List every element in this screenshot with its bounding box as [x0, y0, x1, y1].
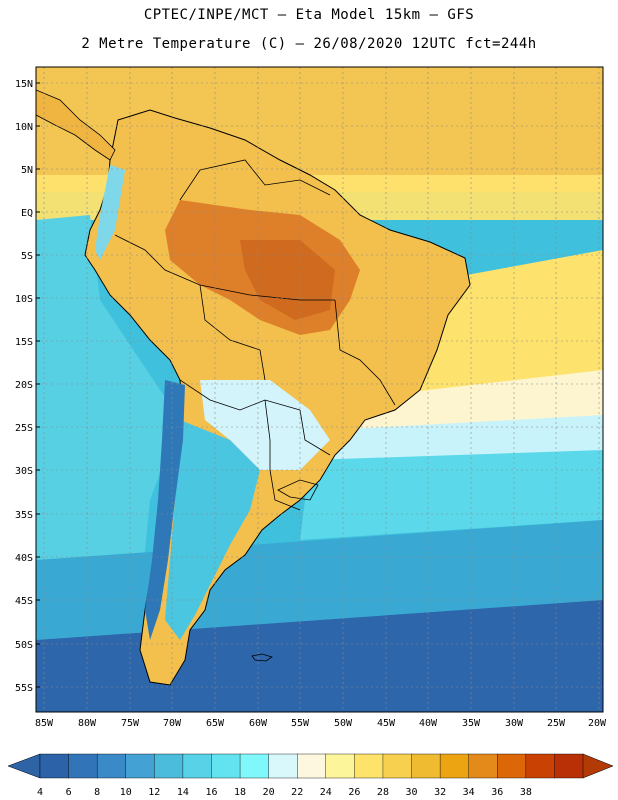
southern-cool-region [200, 380, 330, 470]
lon-label: 30W [505, 718, 524, 729]
longitude-axis: 85W 80W 75W 70W 65W 60W 55W 50W 45W 40W … [35, 718, 607, 729]
colorbar-cell [182, 753, 212, 779]
colorbar-cell [439, 753, 470, 779]
colorbar-tick-label: 14 [177, 787, 189, 798]
lat-label: 20S [15, 380, 33, 391]
lon-label: 25W [547, 718, 566, 729]
colorbar-tick-label: 10 [120, 787, 132, 798]
lat-label: 15S [15, 337, 33, 348]
colorbar-tick-label: 22 [291, 787, 303, 798]
colorbar-tick-label: 38 [520, 787, 532, 798]
colorbar-cell [39, 753, 70, 779]
country-borders [114, 159, 396, 511]
colorbar: 4 6 8 10 12 14 16 18 20 22 24 26 28 30 32 34 36 38 [7, 753, 614, 798]
lat-label: 45S [15, 596, 33, 607]
colorbar-cell [211, 753, 241, 779]
colorbar-cell [154, 753, 184, 779]
colorbar-cell [268, 753, 298, 779]
colorbar-low-arrow [7, 753, 41, 779]
lat-label: 30S [15, 466, 33, 477]
colorbar-tick-label: 32 [434, 787, 446, 798]
lon-label: 60W [249, 718, 268, 729]
colorbar-cell [354, 753, 384, 779]
latitude-axis: 15N 10N 5N EQ 5S 10S 15S 20S 25S 30S 35S… [15, 79, 40, 694]
lat-label: 25S [15, 423, 33, 434]
title-line-2: 2 Metre Temperature (C) – 26/08/2020 12U… [81, 36, 537, 52]
colorbar-tick-label: 16 [205, 787, 217, 798]
falkland-islands [251, 653, 273, 662]
lat-label: 35S [15, 510, 33, 521]
colorbar-tick-label: 6 [66, 787, 72, 798]
patagonia-cold-region [165, 420, 260, 640]
colorbar-tick-label: 12 [148, 787, 160, 798]
colorbar-cell [325, 753, 355, 779]
colorbar-tick-label: 36 [491, 787, 503, 798]
lon-label: 70W [163, 718, 182, 729]
lon-label: 65W [206, 718, 225, 729]
lat-label: 55S [15, 683, 33, 694]
colorbar-cell [525, 753, 555, 779]
lat-label: EQ [21, 208, 33, 219]
lat-label: 10N [15, 122, 33, 133]
colorbar-tick-label: 4 [37, 787, 43, 798]
lon-label: 50W [334, 718, 353, 729]
map-frame [35, 66, 604, 713]
colorbar-tick-label: 28 [377, 787, 389, 798]
lon-label: 55W [291, 718, 310, 729]
title-line-1: CPTEC/INPE/MCT – Eta Model 15km – GFS [143, 7, 475, 23]
central-america-land [36, 89, 116, 161]
colorbar-tick-label: 18 [234, 787, 246, 798]
lat-label: 10S [15, 294, 33, 305]
lat-label: 40S [15, 553, 33, 564]
lat-label: 50S [15, 640, 33, 651]
colorbar-tick-label: 20 [263, 787, 275, 798]
colorbar-high-arrow [582, 753, 614, 779]
colorbar-cell [239, 753, 270, 779]
northern-andes-strip [95, 165, 125, 260]
colorbar-cell [68, 753, 98, 779]
lon-label: 75W [121, 718, 140, 729]
colorbar-cell [468, 753, 498, 779]
pacific-cool-band [36, 215, 180, 620]
atlantic-cold-band [300, 450, 603, 540]
colorbar-cell [125, 753, 155, 779]
colorbar-tick-label: 26 [348, 787, 360, 798]
colorbar-tick-label: 34 [463, 787, 475, 798]
colorbar-cell [554, 753, 584, 779]
lat-label: 5N [21, 165, 33, 176]
southern-andes-strip [145, 380, 185, 640]
colorbar-cell [382, 753, 413, 779]
colorbar-cell [297, 753, 327, 779]
colorbar-tick-label: 30 [406, 787, 418, 798]
southern-cold-band [36, 600, 603, 712]
colorbar-cell [96, 753, 127, 779]
colorbar-tick-label: 8 [94, 787, 100, 798]
colorbar-cell [411, 753, 441, 779]
lat-label: 5S [21, 251, 33, 262]
lon-label: 35W [462, 718, 481, 729]
colorbar-cell [497, 753, 527, 779]
colorbar-tick-label: 24 [320, 787, 332, 798]
lon-label: 45W [377, 718, 396, 729]
lon-label: 20W [588, 718, 607, 729]
lon-label: 40W [419, 718, 438, 729]
map-field [36, 67, 603, 712]
lon-label: 80W [78, 718, 97, 729]
lat-label: 15N [15, 79, 33, 90]
lon-label: 85W [35, 718, 54, 729]
